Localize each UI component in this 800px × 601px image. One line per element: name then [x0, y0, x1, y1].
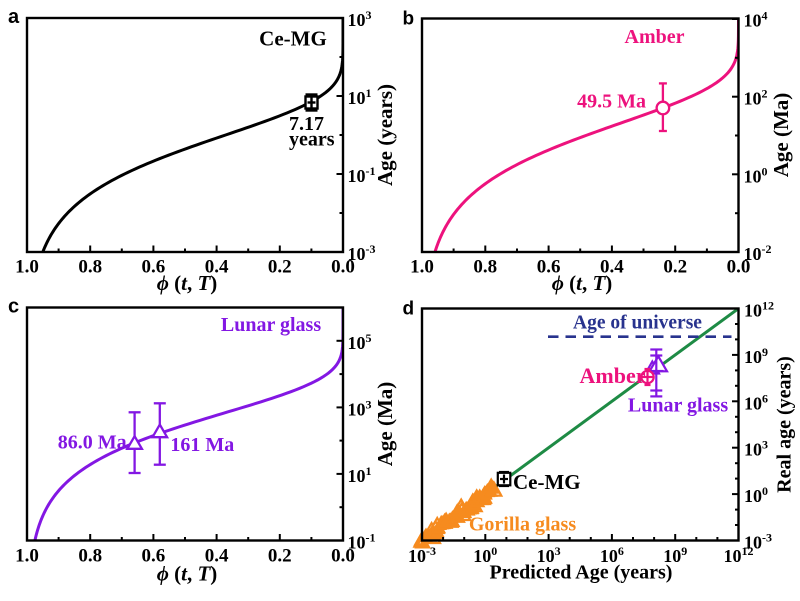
svg-text:86.0 Ma: 86.0 Ma — [58, 432, 127, 454]
svg-text:Age (Ma): Age (Ma) — [769, 93, 793, 178]
svg-text:0.0: 0.0 — [331, 546, 355, 567]
svg-text:0.8: 0.8 — [473, 257, 497, 278]
svg-text:106: 106 — [600, 544, 624, 566]
svg-text:ϕ (t, T): ϕ (t, T) — [157, 562, 218, 586]
svg-text:0.6: 0.6 — [142, 546, 166, 567]
svg-text:0.8: 0.8 — [78, 257, 102, 278]
svg-text:0.2: 0.2 — [663, 257, 687, 278]
svg-text:Age of universe: Age of universe — [573, 313, 702, 334]
svg-text:Amber: Amber — [625, 26, 685, 48]
svg-text:Amber: Amber — [580, 363, 646, 388]
svg-text:ϕ (t, T): ϕ (t, T) — [157, 271, 218, 295]
svg-text:109: 109 — [663, 544, 687, 566]
svg-text:Lunar glass: Lunar glass — [221, 314, 321, 336]
svg-text:7.17: 7.17 — [289, 113, 324, 135]
svg-text:0.0: 0.0 — [727, 257, 751, 278]
svg-text:1.0: 1.0 — [15, 257, 39, 278]
svg-text:161 Ma: 161 Ma — [170, 434, 234, 456]
svg-text:0.2: 0.2 — [268, 546, 292, 567]
svg-text:Predicted Age (years): Predicted Age (years) — [490, 562, 673, 584]
svg-text:d: d — [403, 299, 415, 320]
svg-text:Lunar glass: Lunar glass — [628, 395, 728, 417]
svg-text:a: a — [8, 6, 20, 28]
svg-text:Age (years): Age (years) — [373, 84, 397, 186]
svg-text:0.6: 0.6 — [142, 257, 166, 278]
svg-text:49.5 Ma: 49.5 Ma — [577, 91, 646, 113]
svg-text:Ce-MG: Ce-MG — [513, 470, 581, 494]
svg-text:Ce-MG: Ce-MG — [259, 27, 327, 51]
svg-text:0.2: 0.2 — [268, 257, 292, 278]
svg-text:0.6: 0.6 — [537, 257, 561, 278]
svg-text:103: 103 — [537, 544, 561, 566]
svg-text:Real age (years): Real age (years) — [774, 356, 796, 493]
svg-text:b: b — [403, 9, 415, 30]
svg-text:Age (Ma): Age (Ma) — [373, 382, 397, 467]
svg-text:1.0: 1.0 — [15, 546, 39, 567]
svg-text:ϕ (t, T): ϕ (t, T) — [552, 271, 613, 295]
svg-text:Gorilla glass: Gorilla glass — [469, 514, 576, 536]
svg-text:0.4: 0.4 — [205, 546, 229, 567]
svg-text:0.4: 0.4 — [205, 257, 229, 278]
svg-text:years: years — [289, 129, 335, 151]
svg-text:0.8: 0.8 — [78, 546, 102, 567]
svg-text:100: 100 — [473, 544, 497, 566]
svg-text:c: c — [8, 296, 19, 318]
svg-text:1.0: 1.0 — [410, 257, 434, 278]
svg-text:0.4: 0.4 — [600, 257, 624, 278]
svg-text:0.0: 0.0 — [331, 257, 355, 278]
